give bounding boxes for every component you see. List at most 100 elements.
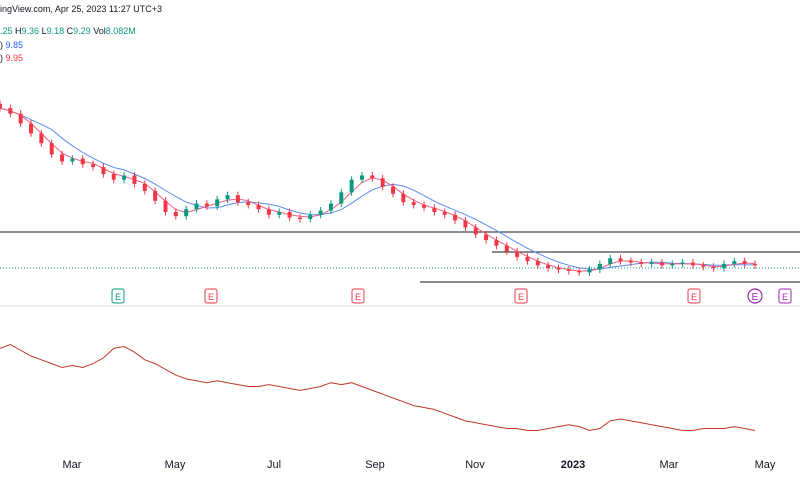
candle-body	[173, 211, 178, 217]
candle-body	[0, 103, 2, 109]
candle-body	[473, 227, 478, 235]
earnings-marker	[111, 288, 125, 304]
candle-body	[163, 200, 168, 212]
candle-body	[70, 158, 75, 162]
candle-body	[670, 263, 675, 266]
x-tick-label: Jul	[267, 459, 281, 471]
candle-body	[442, 211, 447, 215]
candle-body	[753, 263, 757, 266]
candle-body	[49, 143, 54, 155]
earnings-marker-label: E	[208, 292, 214, 302]
candle-body	[504, 245, 509, 252]
dividend-marker	[747, 288, 763, 304]
candle-body	[649, 262, 654, 264]
x-tick-label: May	[755, 459, 776, 471]
earnings-marker-label: E	[518, 292, 524, 302]
earnings-marker-label: E	[691, 292, 697, 302]
earnings-marker-label: E	[355, 292, 361, 302]
chart-source-line: ingView.com, Apr 25, 2023 11:27 UTC+3	[0, 4, 162, 14]
candle-body	[246, 202, 251, 205]
candle-body	[546, 265, 551, 269]
low-label: L	[41, 26, 47, 36]
dividend-marker-right	[778, 288, 792, 304]
candle-body	[608, 258, 613, 264]
candle-body	[411, 202, 416, 205]
candle-body	[225, 195, 230, 200]
candle-body	[194, 203, 199, 210]
candle-body	[318, 210, 323, 215]
candle-body	[256, 204, 261, 210]
candle-body	[101, 167, 106, 175]
candle-body	[39, 133, 44, 144]
candle-body	[277, 211, 282, 215]
candle-body	[659, 262, 664, 266]
candle-body	[711, 266, 716, 269]
dividend-marker-label: E	[752, 292, 759, 303]
candle-body	[91, 164, 96, 168]
ma1-label: )	[0, 40, 3, 50]
earnings-marker	[514, 288, 528, 304]
low-value: 9.18	[46, 26, 65, 36]
candle-body	[535, 261, 540, 266]
ma2-label: )	[0, 53, 3, 63]
x-tick-label: May	[165, 459, 186, 471]
candle-body	[721, 263, 726, 269]
candle-body	[690, 262, 695, 266]
candle-body	[308, 214, 313, 220]
candle-body	[153, 190, 158, 201]
candle-body	[235, 195, 240, 203]
candle-body	[204, 203, 209, 207]
x-tick-label: Nov	[465, 459, 485, 471]
candle-body	[577, 270, 582, 273]
candle-body	[349, 179, 354, 193]
ma2-legend: ) 9.95	[0, 53, 23, 63]
indicator-line	[0, 343, 756, 432]
candle-body	[732, 261, 737, 264]
candle-body	[297, 217, 302, 220]
x-tick-label: Mar	[660, 459, 679, 471]
moving-average-slow	[0, 107, 755, 270]
candle-body	[701, 265, 706, 267]
candle-body	[359, 175, 364, 180]
close-label: C	[66, 26, 74, 36]
candle-body	[80, 158, 85, 165]
candle-body	[266, 209, 271, 215]
x-tick-label: Mar	[63, 459, 82, 471]
ma1-legend: ) 9.85	[0, 40, 23, 50]
dividend-marker-right-label: E	[782, 292, 788, 302]
x-tick-label: 2023	[561, 459, 585, 471]
candle-body	[587, 269, 592, 273]
candle-body	[742, 261, 747, 264]
candle-body	[525, 256, 530, 262]
candle-body	[142, 183, 147, 191]
candle-body	[680, 262, 685, 264]
candle-body	[422, 204, 427, 208]
candle-body	[639, 262, 644, 264]
candle-body	[122, 175, 127, 180]
candle-body	[401, 193, 406, 203]
close-value: 9.29	[73, 26, 91, 36]
earnings-marker	[204, 288, 218, 304]
candle-body	[60, 154, 65, 162]
ohlc-legend: .25 H9.36 L9.18 C9.29 Vol8.082M	[0, 26, 136, 36]
open-value: .25	[0, 26, 13, 36]
candle-body	[463, 220, 468, 228]
candle-body	[8, 108, 13, 114]
source-text: ingView.com, Apr 25, 2023 11:27 UTC+3	[0, 4, 163, 14]
candle-body	[432, 207, 437, 212]
candle-body	[484, 234, 489, 241]
candle-body	[339, 192, 344, 204]
candle-body	[111, 174, 116, 180]
candle-body	[328, 203, 333, 211]
high-label: H	[15, 26, 22, 36]
candle-body	[184, 209, 189, 217]
candle-body	[29, 123, 34, 134]
candle-body	[453, 214, 458, 221]
high-value: 9.36	[21, 26, 40, 36]
earnings-marker	[351, 288, 365, 304]
candle-body	[380, 178, 385, 187]
candle-body	[132, 175, 137, 184]
candle-body	[370, 175, 375, 179]
candle-body	[628, 261, 633, 263]
